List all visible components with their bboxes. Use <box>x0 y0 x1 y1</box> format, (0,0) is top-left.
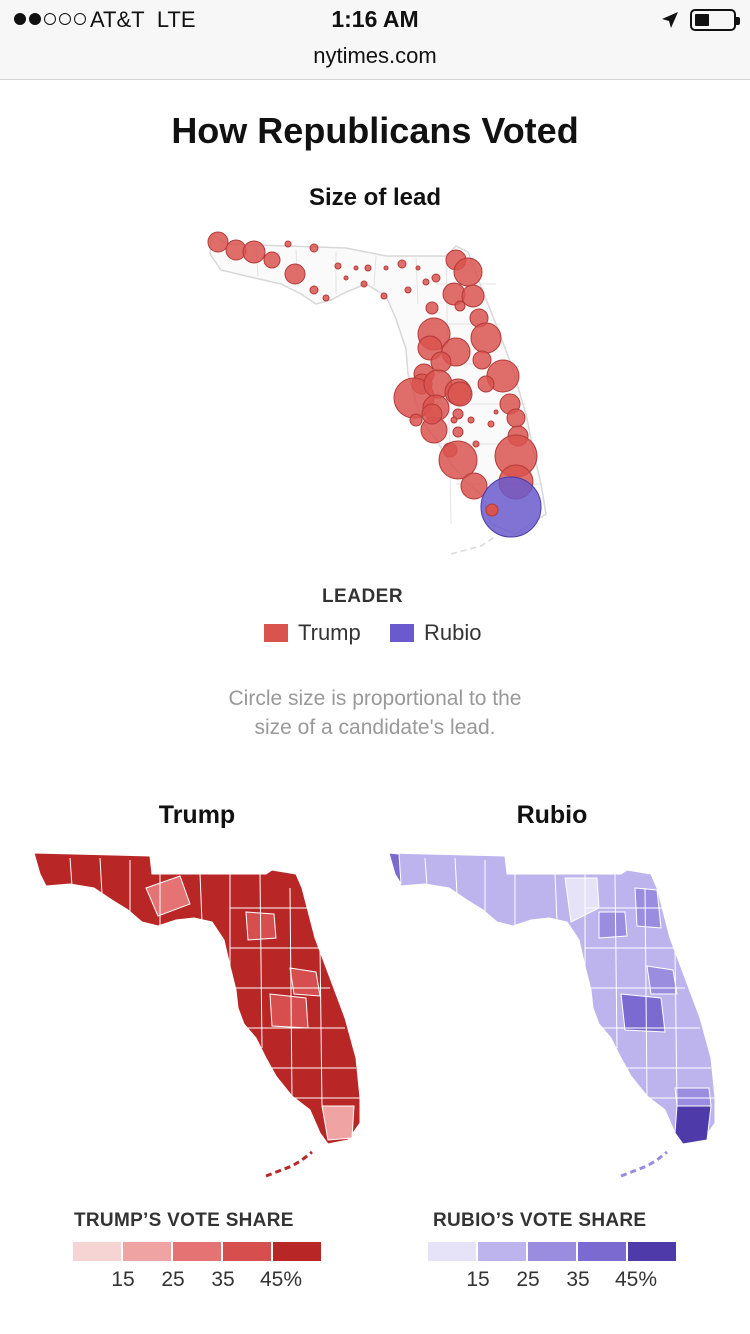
trump-lead-bubble <box>364 264 372 272</box>
trump-lead-bubble <box>431 273 441 283</box>
leader-legend-title: LEADER <box>321 586 404 607</box>
rubio-lead-bubble <box>480 476 542 538</box>
rubio-color-scale <box>428 1242 676 1261</box>
bubble-map-title: Size of lead <box>308 184 442 211</box>
florida-lead-bubble-map <box>207 231 547 555</box>
trump-swatch <box>264 624 288 642</box>
trump-lead-bubble <box>422 278 430 286</box>
status-time: 1:16 AM <box>331 6 419 32</box>
signal-strength-icon <box>14 13 86 25</box>
trump-lead-bubble <box>485 503 499 517</box>
circle-size-note: Circle size is proportional to the size … <box>228 687 522 739</box>
legend-item-trump: Trump <box>264 620 361 646</box>
trump-map-title: Trump <box>158 801 236 829</box>
rubio-scale-step <box>478 1242 526 1261</box>
battery-icon <box>690 9 740 31</box>
trump-lead-bubble <box>472 350 492 370</box>
trump-lead-bubble <box>334 262 342 270</box>
trump-lead-bubble <box>309 243 319 253</box>
legend-label-rubio: Rubio <box>424 620 482 645</box>
rubio-scale-step <box>628 1242 676 1261</box>
trump-lead-bubble <box>380 292 388 300</box>
legend-item-rubio: Rubio <box>390 620 481 646</box>
trump-lead-bubble <box>506 408 526 428</box>
trump-lead-bubble <box>309 285 319 295</box>
trump-vote-share-map <box>33 852 361 1178</box>
trump-lead-bubble <box>353 265 359 271</box>
trump-lead-bubble <box>487 420 495 428</box>
trump-lead-bubble <box>284 263 306 285</box>
trump-lead-bubble <box>242 240 266 264</box>
trump-lead-bubble <box>452 426 464 438</box>
trump-lead-bubble <box>460 472 488 500</box>
scale-tick: 45% <box>614 1268 658 1291</box>
trump-lead-bubble <box>415 265 421 271</box>
rubio-scale-title: RUBIO’S VOTE SHARE <box>433 1210 647 1231</box>
rubio-scale-step <box>578 1242 626 1261</box>
scale-tick: 25 <box>161 1268 185 1291</box>
trump-scale-step <box>173 1242 221 1261</box>
scale-tick: 25 <box>516 1268 540 1291</box>
scale-tick: 35 <box>211 1268 235 1291</box>
rubio-map-title: Rubio <box>516 801 588 829</box>
legend-label-trump: Trump <box>298 620 361 645</box>
trump-lead-bubble <box>404 286 412 294</box>
article-title: How Republicans Voted <box>171 110 579 151</box>
trump-lead-bubble <box>263 251 281 269</box>
trump-lead-bubble <box>447 381 473 407</box>
trump-lead-bubble <box>409 413 423 427</box>
trump-lead-bubble <box>322 294 330 302</box>
lead-bubbles <box>207 231 542 538</box>
trump-scale-step <box>73 1242 121 1261</box>
trump-lead-bubble <box>425 301 439 315</box>
rubio-vote-share-map <box>388 852 716 1178</box>
location-arrow-icon <box>662 12 678 28</box>
trump-lead-bubble <box>438 440 478 480</box>
carrier-label: AT&T LTE <box>90 7 196 32</box>
trump-lead-bubble <box>207 231 229 253</box>
trump-lead-bubble <box>421 403 443 425</box>
scale-tick: 35 <box>566 1268 590 1291</box>
trump-lead-bubble <box>383 265 389 271</box>
trump-lead-bubble <box>467 416 475 424</box>
rubio-scale-step <box>528 1242 576 1261</box>
trump-lead-bubble <box>397 259 407 269</box>
trump-color-scale <box>73 1242 321 1261</box>
scale-tick: 15 <box>111 1268 135 1291</box>
trump-lead-bubble <box>461 284 485 308</box>
trump-lead-bubble <box>343 275 349 281</box>
trump-lead-bubble <box>430 351 452 373</box>
url-bar[interactable]: nytimes.com <box>0 40 750 80</box>
status-bar: AT&T LTE 1:16 AM <box>0 0 750 40</box>
trump-lead-bubble <box>360 280 368 288</box>
trump-lead-bubble <box>454 300 466 312</box>
trump-lead-bubble <box>452 408 464 420</box>
trump-lead-bubble <box>450 416 458 424</box>
trump-scale-step <box>273 1242 321 1261</box>
scale-tick: 45% <box>259 1268 303 1291</box>
trump-lead-bubble <box>284 240 292 248</box>
trump-lead-bubble <box>453 257 483 287</box>
trump-scale-step <box>123 1242 171 1261</box>
trump-lead-bubble <box>470 322 502 354</box>
trump-scale-step <box>223 1242 271 1261</box>
rubio-scale-step <box>428 1242 476 1261</box>
trump-lead-bubble <box>477 375 495 393</box>
trump-lead-bubble <box>493 409 499 415</box>
scale-tick: 15 <box>466 1268 490 1291</box>
rubio-swatch <box>390 624 414 642</box>
trump-lead-bubble <box>472 440 480 448</box>
trump-scale-title: TRUMP’S VOTE SHARE <box>74 1210 294 1231</box>
